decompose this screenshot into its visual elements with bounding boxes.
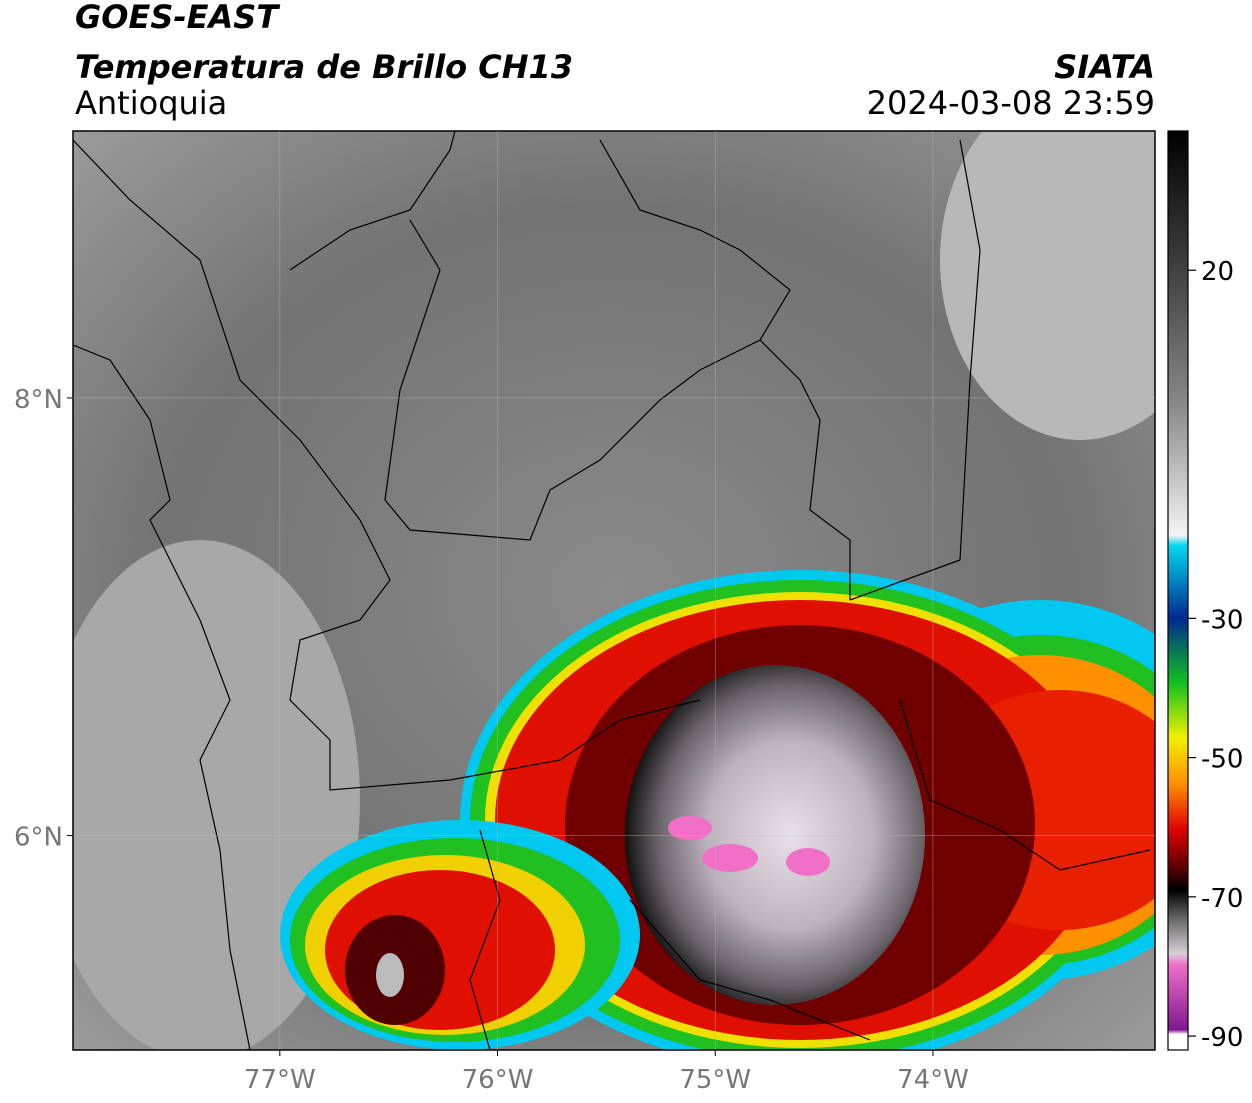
storm-east xyxy=(460,570,1155,1050)
cloud xyxy=(940,131,1155,440)
x-tick-label: 75°W xyxy=(679,1065,751,1095)
colorbar-label: -30 xyxy=(1201,605,1243,635)
colorbar-label: -50 xyxy=(1201,745,1243,775)
source: SIATA xyxy=(1054,48,1155,86)
borders xyxy=(73,131,1151,1050)
storm-west xyxy=(280,820,640,1050)
map-frame xyxy=(72,130,1156,1051)
colorbar-label: -70 xyxy=(1201,884,1243,914)
region: Antioquia xyxy=(75,84,227,122)
colorbar-label: 20 xyxy=(1201,257,1234,287)
x-tick-label: 74°W xyxy=(897,1065,969,1095)
title: GOES-EAST xyxy=(75,0,280,36)
y-tick-label: 6°N xyxy=(14,823,63,853)
satellite-image xyxy=(73,131,1155,1050)
colorbar xyxy=(1167,130,1189,1051)
colorbar-label: -90 xyxy=(1201,1023,1243,1053)
x-tick-label: 77°W xyxy=(244,1065,316,1095)
datetime: 2024-03-08 23:59 xyxy=(867,84,1155,122)
x-tick-label: 76°W xyxy=(462,1065,534,1095)
subtitle: Temperatura de Brillo CH13 xyxy=(75,48,573,86)
y-tick-label: 8°N xyxy=(14,385,63,415)
